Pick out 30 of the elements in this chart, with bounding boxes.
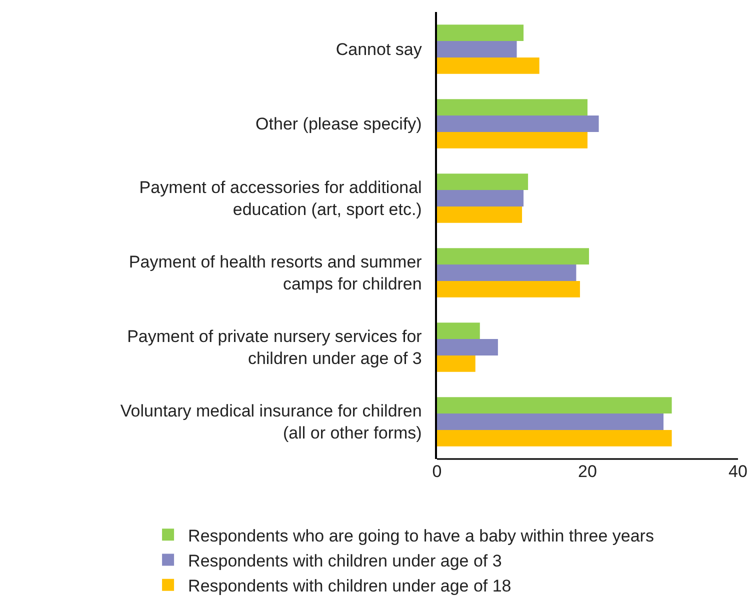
bar: [437, 248, 590, 265]
x-tick-label: 20: [578, 462, 597, 481]
bar: [437, 339, 498, 356]
x-tick-label: 40: [728, 462, 748, 481]
bar: [437, 132, 588, 148]
bar: [437, 264, 576, 281]
y-tick-label: Payment of accessories for additional education (art, sport etc.): [139, 178, 422, 220]
y-tick-label: Other (please specify): [256, 114, 422, 134]
bar: [437, 57, 540, 74]
bar: [437, 116, 599, 132]
bar: [437, 280, 580, 298]
y-tick-label: Payment of private nursery services for children under age of 3: [127, 327, 422, 368]
y-tick-label: Voluntary medical insurance for children (all or other forms): [120, 402, 422, 443]
x-tick-label: 0: [432, 462, 442, 481]
y-tick-label: Cannot say: [336, 40, 422, 60]
bar: [437, 414, 664, 430]
legend-label: Respondents who are going to have a baby within three years: [188, 526, 654, 546]
bar: [437, 322, 480, 340]
bar: [437, 24, 524, 42]
bar: [437, 430, 672, 446]
legend-label: Respondents with children under age of 3: [188, 551, 502, 570]
bar: [437, 190, 524, 206]
bar: [437, 99, 588, 116]
y-tick-label: Payment of health resorts and summer camps for children: [128, 252, 422, 294]
legend-label: Respondents with children under age of 18: [188, 576, 512, 596]
bar: [437, 41, 517, 58]
bar: [437, 206, 522, 223]
bar: [437, 174, 528, 190]
bar: [437, 355, 476, 372]
bar: [437, 397, 672, 414]
